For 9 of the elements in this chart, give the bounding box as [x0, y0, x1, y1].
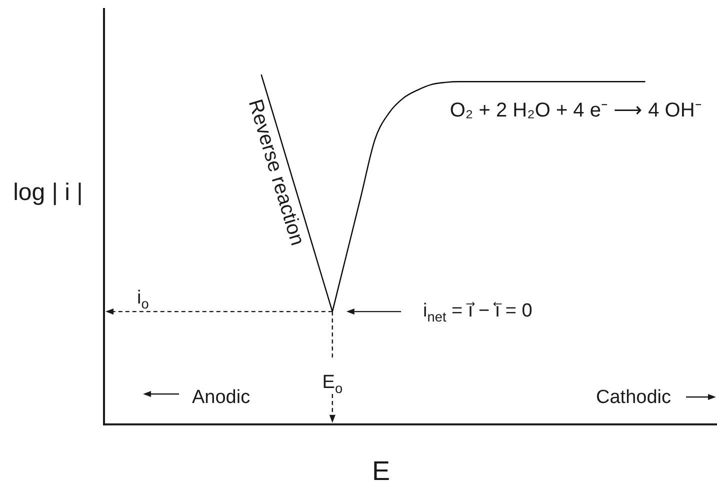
annotation: Anodic [192, 387, 250, 408]
y-axis-title: log | i | [13, 179, 83, 206]
annotation: i$_{net}$ = i⃗ − i⃖ = 0 [423, 300, 532, 324]
annotation: Cathodic [596, 387, 671, 408]
annotation: E$_{o}$ [322, 372, 343, 396]
text: Reverse reaction [244, 96, 308, 248]
annotation: i$_{o}$ [137, 288, 150, 312]
series-label: O₂ + 2 H₂O + 4 e⁻ ⟶ 4 OH⁻ [450, 100, 702, 122]
x-axis-title: E [372, 456, 390, 485]
